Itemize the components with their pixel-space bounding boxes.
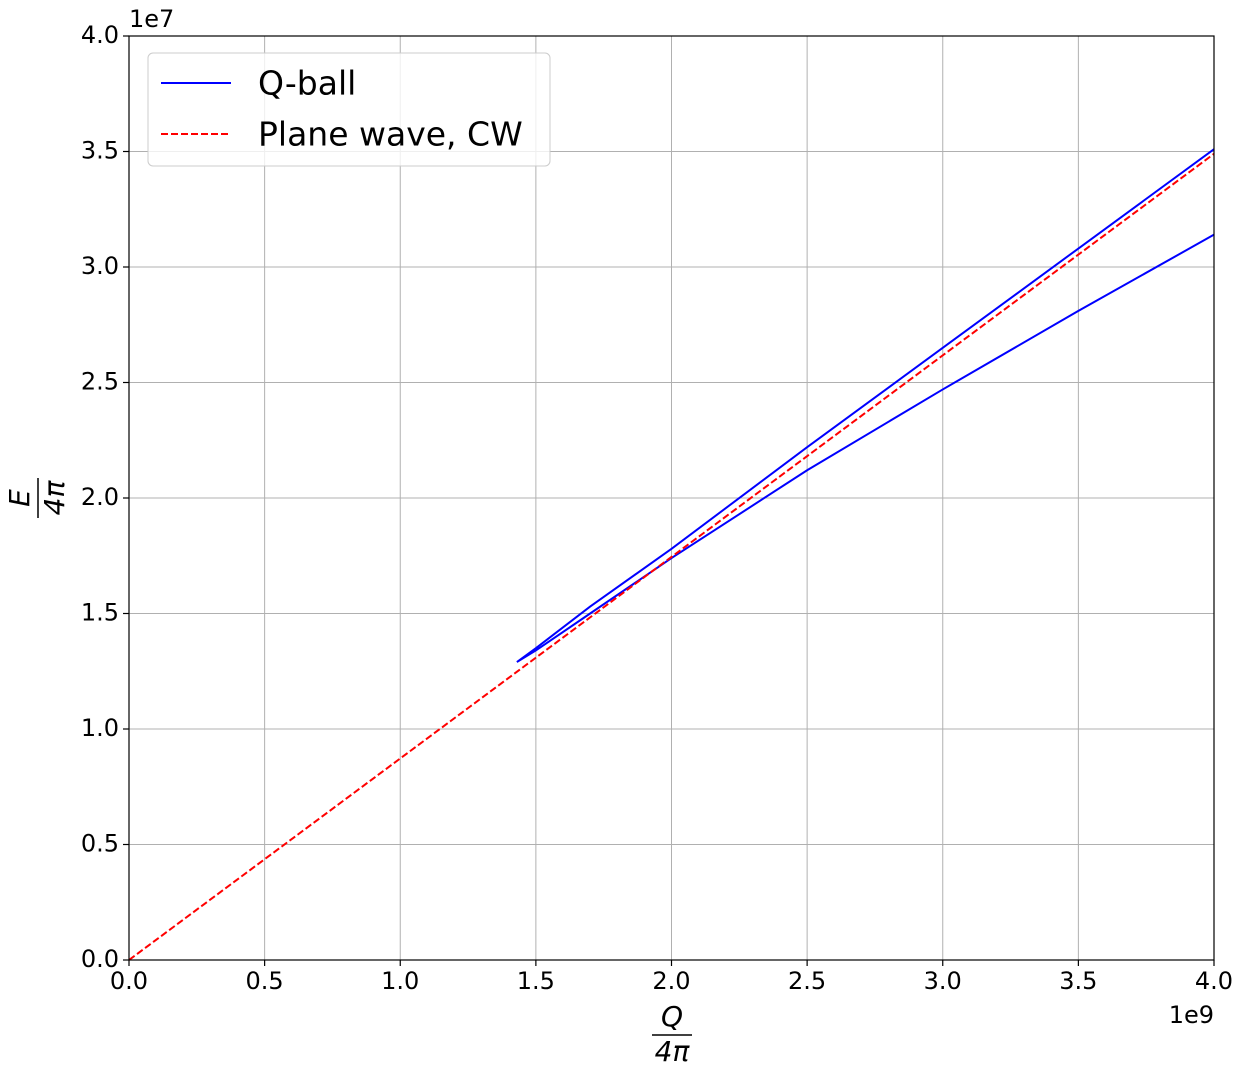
y-tick-label: 3.5 xyxy=(81,137,119,165)
legend: Q-ball Plane wave, CW xyxy=(147,52,551,167)
x-tick-label: 4.0 xyxy=(1195,967,1233,995)
y-label-numerator: E xyxy=(3,489,36,507)
y-tick-label: 2.5 xyxy=(81,368,119,396)
y-label: E 4π xyxy=(3,478,71,518)
y-label-denominator: 4π xyxy=(38,480,71,516)
x-tick-label: 2.0 xyxy=(652,967,690,995)
y-tick-label: 0.0 xyxy=(81,945,119,973)
legend-frame xyxy=(147,52,551,167)
x-tick-label: 1.0 xyxy=(381,967,419,995)
plot-frame xyxy=(128,35,1215,961)
x-tick-label: 0.0 xyxy=(110,967,148,995)
x-tick-label: 2.5 xyxy=(788,967,826,995)
x-label-numerator: Q xyxy=(661,1000,683,1033)
y-offset-label: 1e7 xyxy=(129,5,174,33)
x-label-denominator: 4π xyxy=(655,1035,691,1068)
series-line xyxy=(516,148,1215,663)
x-offset-label: 1e9 xyxy=(1169,1001,1214,1029)
x-tick-label: 0.5 xyxy=(246,967,284,995)
x-tick-label: 3.5 xyxy=(1059,967,1097,995)
legend-label: Q-ball xyxy=(258,64,356,103)
y-tick-label: 2.0 xyxy=(81,483,119,511)
x-tick-label: 1.5 xyxy=(517,967,555,995)
legend-label: Plane wave, CW xyxy=(258,115,523,154)
y-tick-label: 0.5 xyxy=(81,830,119,858)
y-tick-label: 4.0 xyxy=(81,21,119,49)
y-tick-label: 1.0 xyxy=(81,714,119,742)
series-line xyxy=(128,153,1215,961)
y-tick-label: 1.5 xyxy=(81,599,119,627)
y-tick-label: 3.0 xyxy=(81,252,119,280)
x-tick-label: 3.0 xyxy=(924,967,962,995)
